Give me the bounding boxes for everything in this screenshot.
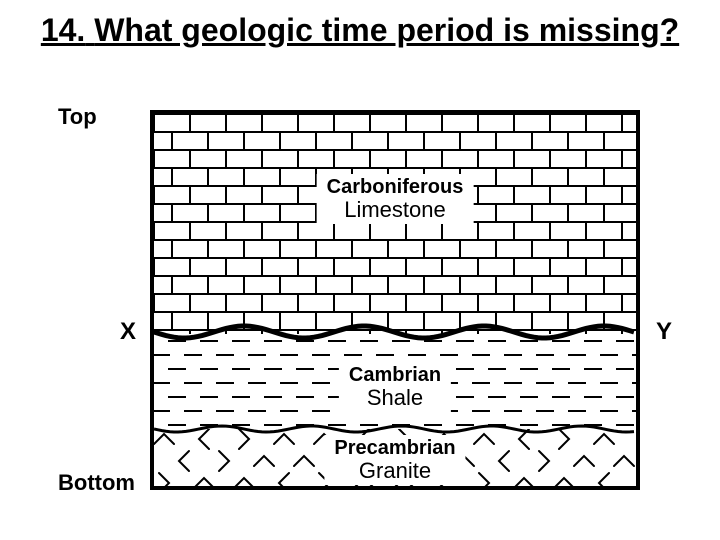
strat-column-diagram: Top Bottom X Y CarboniferousLimestoneCam… — [60, 110, 660, 490]
layer-granite: PrecambrianGranite — [154, 429, 636, 489]
layer-rock-limestone: Limestone — [327, 198, 464, 222]
layer-label-granite: PrecambrianGranite — [324, 435, 465, 485]
question-number: 14. — [41, 12, 85, 48]
layer-age-granite: Precambrian — [334, 437, 455, 459]
label-y: Y — [656, 318, 672, 346]
layer-shale: CambrianShale — [154, 334, 636, 429]
layer-age-limestone: Carboniferous — [327, 176, 464, 198]
layer-label-shale: CambrianShale — [339, 362, 451, 412]
layer-rock-shale: Shale — [349, 386, 441, 410]
label-bottom: Bottom — [58, 470, 135, 496]
layer-age-shale: Cambrian — [349, 364, 441, 386]
layer-rock-granite: Granite — [334, 459, 455, 483]
layer-limestone: CarboniferousLimestone — [154, 114, 636, 334]
layer-label-limestone: CarboniferousLimestone — [317, 174, 474, 224]
label-x: X — [120, 318, 136, 346]
strat-column: CarboniferousLimestone CambrianShale Preca… — [150, 110, 640, 490]
question-text: What geologic time period is missing? — [94, 12, 679, 48]
question-title: 14. What geologic time period is missing… — [0, 0, 720, 56]
label-top: Top — [58, 104, 97, 130]
